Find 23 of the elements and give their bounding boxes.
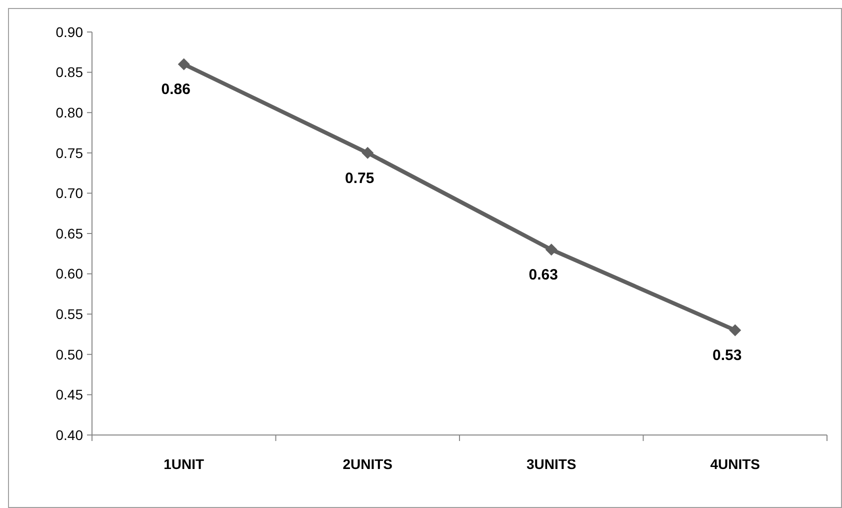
x-tick-label: 2UNITS xyxy=(342,456,393,472)
point xyxy=(362,146,374,159)
point xyxy=(178,58,190,70)
y-tick-label: 0.45 xyxy=(56,386,84,403)
point xyxy=(545,244,558,256)
y-tick-label: 0.70 xyxy=(56,185,84,202)
y-tick-label: 0.80 xyxy=(56,104,84,120)
y-tick-label: 0.60 xyxy=(56,266,84,282)
data-label: 0.63 xyxy=(528,266,558,284)
data-label: 0.75 xyxy=(345,170,374,187)
x-tick-label: 3UNITS xyxy=(526,456,576,472)
data-label: 0.53 xyxy=(712,347,742,364)
y-tick-label: 0.90 xyxy=(56,24,84,40)
x-tick-label: 4UNITS xyxy=(710,456,760,472)
x-tick-label: 1UNIT xyxy=(164,456,205,472)
y-tick-label: 0.50 xyxy=(56,346,84,362)
y-tick-label: 0.85 xyxy=(56,64,84,80)
y-tick-label: 0.65 xyxy=(56,225,84,242)
y-tick-label: 0.55 xyxy=(56,306,84,322)
y-tick-label: 0.40 xyxy=(56,426,84,443)
point xyxy=(729,324,742,336)
y-tick-label: 0.75 xyxy=(56,144,84,161)
data-label: 0.86 xyxy=(161,81,190,98)
